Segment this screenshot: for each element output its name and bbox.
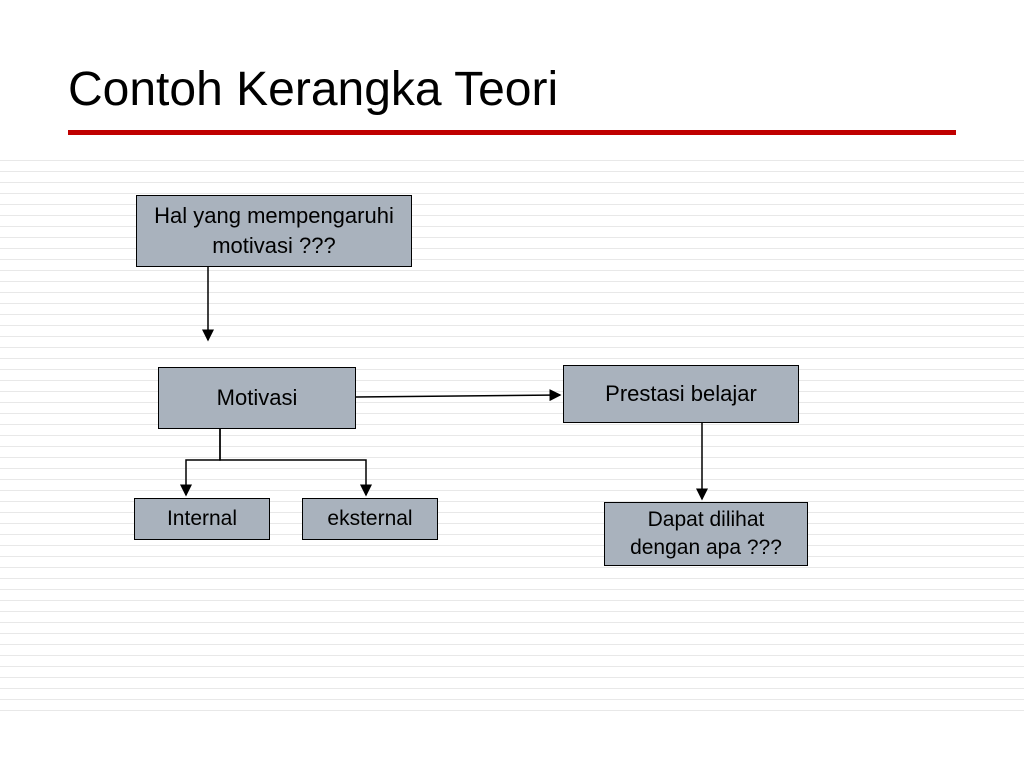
node-label: Prestasi belajar — [605, 379, 757, 409]
node-label: Internal — [167, 505, 237, 533]
node-label: Hal yang mempengaruhimotivasi ??? — [154, 201, 394, 260]
node-label: eksternal — [327, 505, 412, 533]
node-label: Dapat dilihatdengan apa ??? — [630, 506, 782, 563]
title-underline — [68, 130, 956, 135]
node-label: Motivasi — [217, 383, 298, 413]
node-hal-mempengaruhi: Hal yang mempengaruhimotivasi ??? — [136, 195, 412, 267]
node-eksternal: eksternal — [302, 498, 438, 540]
slide-title: Contoh Kerangka Teori — [68, 62, 558, 117]
node-internal: Internal — [134, 498, 270, 540]
node-dapat-dilihat: Dapat dilihatdengan apa ??? — [604, 502, 808, 566]
node-motivasi: Motivasi — [158, 367, 356, 429]
node-prestasi-belajar: Prestasi belajar — [563, 365, 799, 423]
